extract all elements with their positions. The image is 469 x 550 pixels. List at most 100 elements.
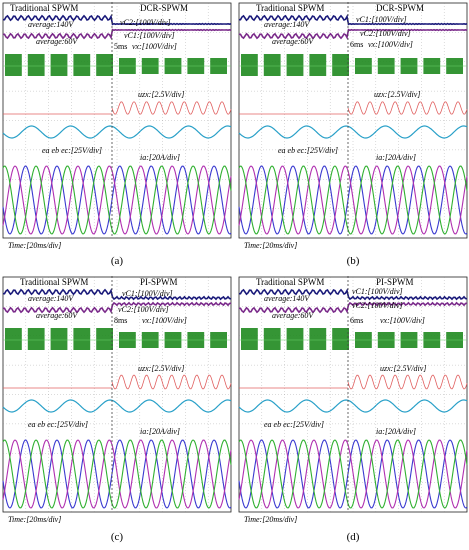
- vc-bottom-trace: [239, 301, 468, 314]
- delay-label: 6ms: [350, 40, 363, 49]
- avg-top-label: average:140V: [28, 294, 74, 303]
- ux-trace: [111, 374, 232, 390]
- scope-d: Traditional SPWM PI-SPWM average:140V av…: [238, 276, 468, 524]
- vx-pwm-block: [332, 328, 349, 350]
- vx-pwm-block: [50, 54, 68, 76]
- vc-top-trace: [3, 14, 232, 26]
- ia-trace: [238, 399, 468, 413]
- right-mode-label: PI-SPWM: [376, 277, 414, 287]
- avg-bottom-label: average:60V: [272, 37, 314, 46]
- vc-b-label: vC2:[100V/div]: [352, 301, 403, 310]
- scope-grid: [238, 2, 468, 239]
- ux-label: uzx:[2.5V/div]: [374, 90, 420, 99]
- scope-traces: [238, 288, 468, 509]
- left-mode-label: Traditional SPWM: [10, 3, 78, 13]
- ux-trace: [111, 101, 232, 115]
- vx-pwm-block: [263, 328, 281, 350]
- ia-trace: [238, 125, 468, 139]
- e-label: ea eb ec:[25V/div]: [264, 420, 324, 429]
- vx-pwm-block: [241, 54, 258, 76]
- vx-label: vx:[100V/div]: [380, 316, 425, 325]
- panel-d: Traditional SPWM PI-SPWM average:140V av…: [238, 276, 468, 548]
- phase-trace: [2, 439, 232, 509]
- vx-label: vx:[100V/div]: [368, 40, 413, 49]
- i-label: ia:[20A/div]: [376, 153, 416, 162]
- vx-pwm-block: [263, 54, 281, 76]
- vx-pwm-block: [286, 54, 304, 76]
- ux-label: uzx:[2.5V/div]: [380, 364, 426, 373]
- vx-label: vx:[100V/div]: [132, 42, 177, 51]
- vx-pwm-block: [5, 54, 22, 76]
- avg-bottom-label: average:60V: [272, 311, 314, 320]
- ia-trace: [2, 399, 232, 413]
- panel-caption: (b): [346, 255, 360, 267]
- delay-label: 6ms: [350, 316, 363, 325]
- vx-pwm-block: [73, 54, 91, 76]
- scope-b: Traditional SPWM DCR-SPWM average:140V a…: [238, 2, 468, 250]
- delay-label: 5ms: [114, 42, 127, 51]
- vx-pwm-block: [73, 328, 91, 350]
- scope-grid: [2, 2, 232, 239]
- avg-top-label: average:140V: [28, 20, 74, 29]
- i-label: ia:[20A/div]: [140, 427, 180, 436]
- i-label: ia:[20A/div]: [376, 427, 416, 436]
- time-label: Time:[20ms/div]: [8, 241, 61, 250]
- ux-trace: [347, 374, 468, 390]
- e-label: ea eb ec:[25V/div]: [28, 420, 88, 429]
- time-label: Time:[20ms/div]: [8, 515, 61, 524]
- avg-bottom-label: average:60V: [36, 37, 78, 46]
- left-mode-label: Traditional SPWM: [256, 277, 324, 287]
- vx-pwm-block: [309, 54, 327, 76]
- vx-pwm-block: [241, 328, 258, 350]
- vx-pwm-block: [5, 328, 22, 350]
- vc-top-trace: [239, 14, 468, 26]
- avg-bottom-label: average:60V: [36, 311, 78, 320]
- panel-caption: (c): [110, 531, 124, 543]
- right-mode-label: DCR-SPWM: [140, 3, 188, 13]
- ux-label: uzx:[2.5V/div]: [138, 364, 184, 373]
- vx-pwm-block: [286, 328, 304, 350]
- avg-top-label: average:140V: [264, 20, 310, 29]
- scope-traces: [2, 14, 232, 235]
- vc-bottom-trace: [3, 301, 232, 314]
- vx-pwm-block: [50, 328, 68, 350]
- panel-caption: (d): [346, 531, 360, 543]
- vc-bottom-trace: [239, 28, 468, 40]
- vc-a-label: vC1:[100V/div]: [122, 289, 173, 298]
- left-mode-label: Traditional SPWM: [256, 3, 324, 13]
- left-mode-label: Traditional SPWM: [20, 277, 88, 287]
- vc-a-label: vC1:[100V/div]: [352, 287, 403, 296]
- vc-bottom-trace: [3, 28, 232, 40]
- panel-a: Traditional SPWM DCR-SPWM average:140V a…: [2, 2, 232, 270]
- ux-label: uzx:[2.5V/div]: [138, 90, 184, 99]
- phase-trace: [238, 165, 468, 235]
- e-label: ea eb ec:[25V/div]: [42, 146, 102, 155]
- vc-b-label: vC2:[100V/div]: [118, 305, 169, 314]
- vx-pwm-block: [27, 54, 45, 76]
- vc-top-trace: [3, 288, 232, 301]
- ux-trace: [347, 101, 468, 115]
- phase-trace: [2, 165, 232, 235]
- ia-trace: [2, 125, 232, 139]
- avg-top-label: average:140V: [264, 294, 310, 303]
- vx-pwm-block: [27, 328, 45, 350]
- vx-label: vx:[100V/div]: [142, 316, 187, 325]
- vc-b-label: vC1:[100V/div]: [124, 31, 175, 40]
- time-label: Time:[20ms/div]: [244, 241, 297, 250]
- panel-caption: (a): [110, 255, 124, 267]
- right-mode-label: PI-SPWM: [140, 277, 178, 287]
- time-label: Time:[20ms/div]: [244, 515, 297, 524]
- e-label: ea eb ec:[25V/div]: [278, 146, 338, 155]
- scope-c: Traditional SPWM PI-SPWM average:140V av…: [2, 276, 232, 524]
- panel-b: Traditional SPWM DCR-SPWM average:140V a…: [238, 2, 468, 270]
- vx-pwm-block: [332, 54, 349, 76]
- delay-label: 8ms: [114, 316, 127, 325]
- vc-a-label: vC1:[100V/div]: [356, 15, 407, 24]
- right-mode-label: DCR-SPWM: [376, 3, 424, 13]
- vc-top-trace: [239, 288, 468, 301]
- vc-a-label: vC2:[100V/div]: [120, 18, 171, 27]
- phase-trace: [238, 439, 468, 509]
- scope-traces: [2, 288, 232, 509]
- i-label: ia:[20A/div]: [140, 153, 180, 162]
- vx-pwm-block: [309, 328, 327, 350]
